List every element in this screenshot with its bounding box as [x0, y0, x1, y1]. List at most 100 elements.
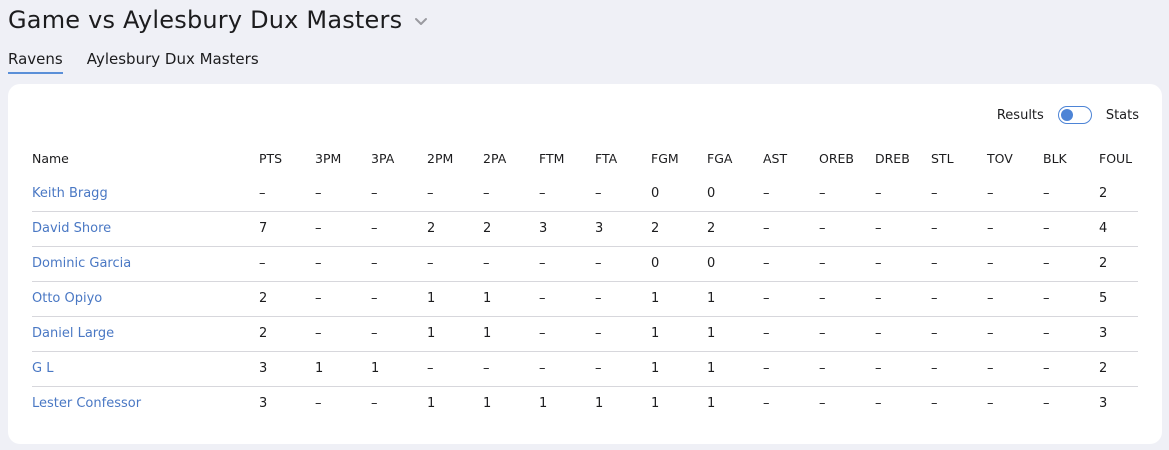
stat-cell-foul: 2 — [1099, 185, 1108, 201]
table-header-row: Name PTS 3PM 3PA 2PM 2PA FTM FTA FGM FGA AST OREB DR… — [32, 140, 1138, 176]
stat-cell-pts: 2 — [259, 280, 315, 316]
stat-cell-oreb: – — [819, 315, 875, 351]
stat-cell-fga: 1 — [707, 385, 763, 421]
column-header-3pm: 3PM — [315, 150, 342, 166]
stat-cell-ftm: – — [539, 280, 595, 316]
stat-cell-dreb: – — [875, 280, 931, 316]
player-name-cell: Otto Opiyo — [32, 280, 259, 316]
stat-cell-foul: 5 — [1099, 280, 1138, 316]
stat-cell-ftm: 3 — [539, 210, 595, 246]
stat-cell-blk: – — [1043, 350, 1099, 386]
stat-cell-foul: 2 — [1099, 245, 1138, 281]
stat-cell-2pa: – — [483, 350, 539, 386]
table-row: Keith Bragg – – – – – – – 0 0 – – – – – – 2 — [32, 176, 1138, 211]
stat-cell-stl: – — [931, 280, 987, 316]
player-name-link[interactable]: Daniel Large — [32, 326, 115, 341]
table-row: David Shore 7– –2 2 3 3 2 2– – – – – –4 — [32, 210, 1138, 246]
view-toggle: Results Stats — [997, 106, 1139, 124]
table-row: Daniel Large 2– –1 1– –1 1– – – – – –3 — [32, 315, 1138, 351]
stat-cell-fta: – — [595, 245, 651, 281]
stat-cell-ftm: – — [539, 315, 595, 351]
player-name-link[interactable]: Lester Confessor — [32, 396, 142, 412]
stat-cell-3pm: – — [315, 185, 322, 201]
box-score-table: Name PTS 3PM 3PA 2PM 2PA FTM FTA FGM FGA AST OREB DR… — [32, 140, 1138, 421]
column-header-ftm: FTM — [539, 150, 565, 166]
stat-cell-2pm: 1 — [427, 280, 483, 316]
stat-cell-stl: – — [931, 185, 938, 201]
stat-cell-dreb: – — [875, 185, 882, 201]
stat-cell-3pa: – — [371, 185, 378, 201]
player-name-link[interactable]: Dominic Garcia — [32, 256, 132, 271]
table-row: Lester Confessor 3– –1 1 1 1 1 1– – – – – –3 — [32, 385, 1138, 421]
results-stats-switch[interactable] — [1057, 106, 1092, 124]
table-body: Keith Bragg – – – – – – –0 0– – – – – –2 David Shore 7–… — [32, 176, 1138, 421]
stat-cell-fta: – — [595, 315, 651, 351]
stat-cell-fgm: 1 — [651, 350, 707, 386]
stat-cell-stl: – — [931, 350, 987, 386]
column-header-fta: FTA — [595, 150, 618, 166]
player-name-link[interactable]: Keith Bragg — [32, 185, 108, 201]
stat-cell-fta: – — [595, 350, 651, 386]
stat-cell-ast: – — [763, 245, 819, 281]
stat-cell-fgm: 0 — [651, 245, 707, 281]
stat-cell-oreb: – — [819, 280, 875, 316]
column-header-3pa: 3PA — [371, 150, 395, 166]
stat-cell-fgm: 1 — [651, 280, 707, 316]
stat-cell-3pa: – — [371, 385, 427, 421]
stat-cell-blk: – — [1043, 280, 1099, 316]
column-header-stl: STL — [931, 150, 954, 166]
stat-cell-2pa: – — [483, 245, 539, 281]
switch-knob — [1060, 108, 1073, 121]
stats-card: Results Stats Name PTS 3PM 3PA 2PM 2PA FTM FTA F… — [8, 84, 1162, 444]
player-name-link[interactable]: G L — [32, 361, 54, 376]
stat-cell-fga: 1 — [707, 280, 763, 316]
stat-cell-tov: – — [987, 185, 994, 201]
stat-cell-ast: – — [763, 315, 819, 351]
stat-cell-2pm: 1 — [427, 385, 483, 421]
stat-cell-pts: 3 — [259, 350, 315, 386]
stat-cell-dreb: – — [875, 350, 931, 386]
stat-cell-3pa: – — [371, 280, 427, 316]
table-row: Dominic Garcia – – – – – – –0 0– – – – – –2 — [32, 245, 1138, 281]
player-name-link[interactable]: David Shore — [32, 221, 112, 236]
toggle-label-stats: Stats — [1105, 107, 1139, 123]
stat-cell-oreb: – — [819, 245, 875, 281]
stat-cell-tov: – — [987, 350, 1043, 386]
stat-cell-2pm: 2 — [427, 210, 483, 246]
stat-cell-fta: 3 — [595, 210, 651, 246]
tab-aylesbury-dux-masters[interactable]: Aylesbury Dux Masters — [86, 50, 259, 68]
stat-cell-pts: 3 — [259, 385, 315, 421]
player-name-cell: Lester Confessor — [32, 385, 259, 421]
stat-cell-2pm: – — [427, 245, 483, 281]
chevron-down-icon[interactable] — [412, 12, 430, 30]
stat-cell-fta: – — [595, 185, 602, 201]
player-name-cell: David Shore — [32, 210, 259, 246]
column-header-blk: BLK — [1043, 150, 1067, 166]
stat-cell-foul: 2 — [1099, 350, 1138, 386]
stat-cell-fga: 1 — [707, 315, 763, 351]
column-header-2pm: 2PM — [427, 150, 454, 166]
stat-cell-tov: – — [987, 385, 1043, 421]
stat-cell-foul: 3 — [1099, 385, 1138, 421]
stat-cell-3pm: 1 — [315, 350, 371, 386]
stat-cell-2pa: 1 — [483, 315, 539, 351]
stat-cell-oreb: – — [819, 385, 875, 421]
column-header-dreb: DREB — [875, 150, 910, 166]
stat-cell-dreb: – — [875, 385, 931, 421]
stat-cell-pts: 2 — [259, 315, 315, 351]
tab-ravens[interactable]: Ravens — [8, 50, 63, 74]
stat-cell-dreb: – — [875, 315, 931, 351]
player-name-link[interactable]: Otto Opiyo — [32, 291, 103, 306]
table-row: G L 3 1 1– – – –1 1– – – – – –2 — [32, 350, 1138, 386]
team-tabs: Ravens Aylesbury Dux Masters — [8, 50, 259, 74]
stat-cell-fgm: 0 — [651, 185, 660, 201]
stat-cell-stl: – — [931, 385, 987, 421]
column-header-name: Name — [32, 150, 69, 166]
column-header-fgm: FGM — [651, 150, 679, 166]
column-header-oreb: OREB — [819, 150, 854, 166]
player-name-cell: Dominic Garcia — [32, 245, 259, 281]
column-header-2pa: 2PA — [483, 150, 507, 166]
stat-cell-3pm: – — [315, 210, 371, 246]
player-name-cell: Keith Bragg — [32, 176, 259, 211]
page-title: Game vs Aylesbury Dux Masters — [8, 6, 403, 34]
